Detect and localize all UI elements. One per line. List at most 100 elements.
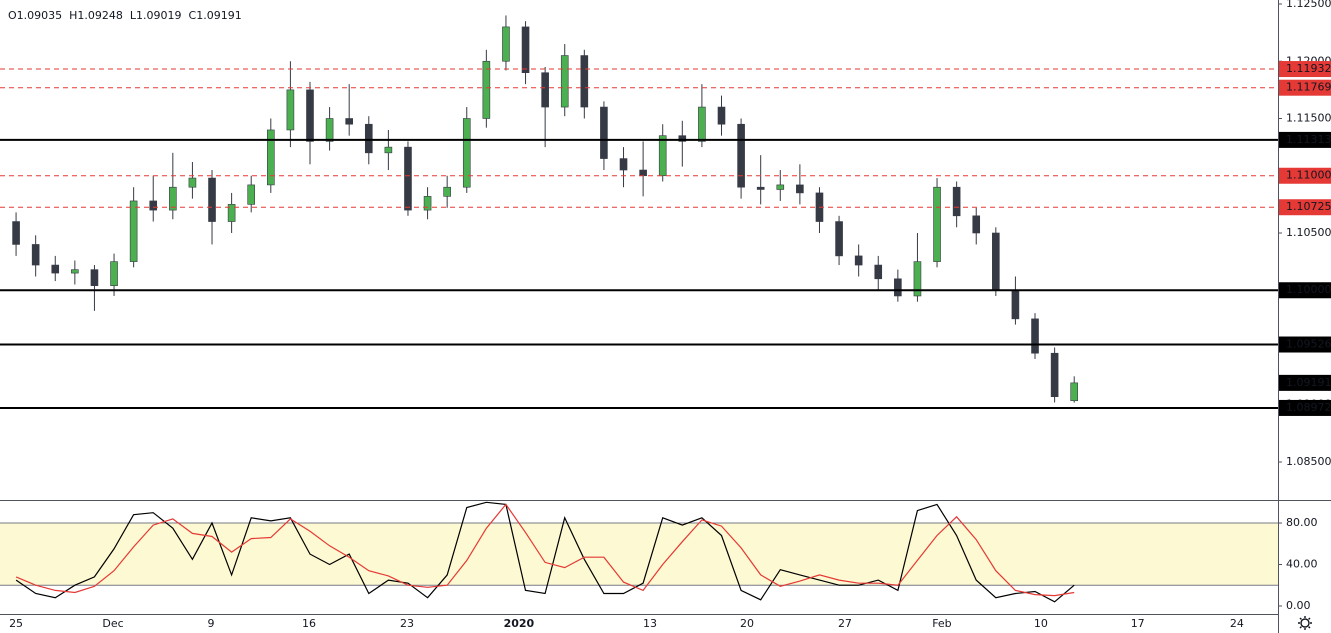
candle-body	[756, 186, 765, 190]
candle-body	[129, 200, 138, 262]
candle-body	[639, 169, 647, 177]
candle-body	[286, 89, 295, 131]
gear-core	[1300, 618, 1310, 628]
candle-body	[12, 221, 20, 245]
candle-body	[31, 244, 40, 266]
level-price-label: 1.09526	[1286, 338, 1331, 351]
candle-body	[776, 184, 785, 190]
candle-body	[619, 158, 628, 171]
x-tick-label: 10	[1034, 617, 1048, 630]
x-tick-label: 16	[302, 617, 316, 630]
candle-body	[854, 255, 863, 266]
level-price-label: 1.08972	[1286, 401, 1331, 414]
candle-body	[345, 118, 353, 125]
candle-body	[267, 129, 275, 186]
level-price-label: 1.11000	[1286, 169, 1331, 182]
candle-body	[698, 106, 706, 142]
settings-icon[interactable]	[1298, 616, 1312, 630]
x-tick-label: 9	[208, 617, 215, 630]
candle-body	[835, 221, 843, 257]
candle-body	[678, 135, 687, 142]
candle-body	[208, 177, 216, 222]
y-tick-label: 1.08500	[1286, 455, 1331, 468]
candle-body	[404, 146, 412, 211]
candle-body	[149, 200, 158, 211]
ohlc-value: L1.09019	[130, 9, 182, 22]
candle-body	[541, 72, 549, 108]
candle-body	[482, 60, 491, 119]
candle-body	[560, 55, 569, 108]
gear-teeth	[1298, 616, 1312, 630]
candle-body	[443, 186, 451, 197]
band	[0, 523, 1278, 586]
candle-body	[1050, 352, 1059, 398]
y-tick-label: 1.12500	[1286, 0, 1331, 10]
candle-body	[796, 184, 804, 194]
last-price-label: 1.09191	[1286, 376, 1331, 389]
x-tick-label: Feb	[932, 617, 951, 630]
stoch-line	[15, 501, 1075, 603]
level-price-label: 1.11932	[1286, 62, 1331, 75]
candle-body	[580, 55, 589, 108]
candle-body	[521, 26, 530, 74]
candle-body	[227, 204, 236, 222]
level-price-label: 1.11769	[1286, 81, 1331, 94]
ohlc-legend: O1.09035 H1.09248 L1.09019 C1.09191	[8, 9, 242, 22]
x-tick-label: 27	[838, 617, 852, 630]
candle-body	[737, 123, 745, 188]
x-tick-label: 25	[9, 617, 23, 630]
candle-body	[423, 196, 432, 211]
y-tick-label: 1.11500	[1286, 112, 1331, 125]
level-price-box	[1279, 61, 1331, 78]
candle-body	[972, 215, 981, 234]
ohlc-value: O1.09035	[8, 9, 62, 22]
candle-body	[90, 269, 99, 286]
stoch-line	[15, 503, 1075, 597]
candle-body	[462, 118, 471, 188]
level-price-label: 1.10000	[1286, 283, 1331, 296]
candle-body	[874, 264, 883, 280]
candle-body	[600, 106, 608, 159]
x-tick-label: 17	[1131, 617, 1145, 630]
level-price-box	[1279, 199, 1331, 216]
candle-body	[325, 118, 334, 142]
y-tick-label: 40.00	[1286, 557, 1318, 570]
candle-body	[169, 186, 177, 211]
candle-body	[717, 106, 726, 125]
ohlc-value: H1.09248	[69, 9, 123, 22]
candle-body	[188, 177, 197, 188]
level-price-box	[1279, 79, 1331, 96]
candle-body	[1011, 289, 1020, 320]
x-tick-label: Dec	[102, 617, 123, 630]
ohlc-value: C1.09191	[189, 9, 242, 22]
level-price-box	[1279, 399, 1331, 416]
x-tick-label: 13	[643, 617, 657, 630]
candle-body	[502, 26, 510, 62]
level-price-box	[1279, 282, 1331, 299]
x-tick-label: 23	[400, 617, 414, 630]
candle-body	[384, 146, 393, 154]
last-price-box	[1279, 374, 1331, 391]
candle-body	[933, 186, 941, 262]
level-price-box	[1279, 336, 1331, 353]
level-price-box	[1279, 131, 1331, 148]
candle-body	[1070, 382, 1079, 402]
candle-body	[658, 135, 667, 177]
x-tick-label: 24	[1230, 617, 1244, 630]
x-tick-label: 20	[740, 617, 754, 630]
candle-body	[247, 184, 256, 205]
candle-body	[952, 186, 961, 217]
candle-body	[992, 232, 1000, 291]
y-tick-label: 80.00	[1286, 516, 1318, 529]
level-price-label: 1.10725	[1286, 200, 1331, 213]
x-tick-label: 2020	[504, 617, 535, 630]
candle-body	[110, 261, 118, 286]
candle-body	[894, 278, 902, 297]
candle-body	[364, 123, 373, 154]
level-price-box	[1279, 167, 1331, 184]
candle-body	[51, 264, 60, 274]
y-tick-label: 0.00	[1286, 599, 1311, 612]
candle-body	[306, 89, 314, 142]
